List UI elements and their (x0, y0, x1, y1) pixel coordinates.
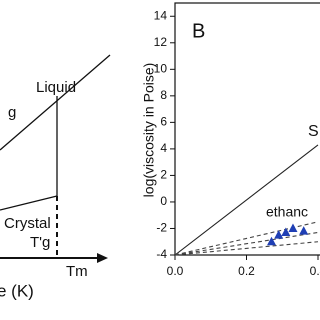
plot-frame (174, 2, 320, 256)
y-tick-label: -2 (156, 221, 167, 235)
series-line (174, 241, 319, 256)
tg-label: T'g (30, 234, 50, 251)
y-tick-label: 12 (154, 35, 168, 49)
liquid-line (0, 54, 111, 151)
y-tick-label: 14 (154, 8, 168, 22)
y-tick-label: 10 (154, 61, 168, 75)
y-tick-label: 0 (160, 194, 167, 208)
crystal-label: Crystal (4, 215, 51, 232)
y-tick-label: 2 (160, 168, 167, 182)
triangle-marker (288, 223, 298, 232)
y-tick-label: 4 (160, 141, 167, 155)
x-tick-label: 0.4 (310, 264, 320, 278)
liquid-label: Liquid (36, 79, 76, 96)
annotation: ethanc (266, 204, 308, 220)
glass-label: g (8, 104, 16, 121)
crystal-line (0, 195, 58, 211)
triangle-marker (281, 227, 291, 236)
series-line (174, 144, 319, 256)
x-axis-label: e (K) (0, 281, 34, 300)
x-tick-label: 0.2 (238, 264, 255, 278)
y-axis-label: log(viscosity in Poise) (141, 63, 157, 198)
x-tick-label: 0.0 (167, 264, 184, 278)
annotation: S (308, 123, 319, 140)
arrow-head (97, 253, 108, 263)
panel-label: B (192, 20, 205, 42)
y-tick-label: 6 (160, 115, 167, 129)
triangle-marker (299, 226, 309, 235)
triangle-marker (267, 236, 277, 246)
series-line (174, 231, 319, 256)
triangle-marker (274, 230, 284, 239)
y-tick-label: 8 (160, 88, 167, 102)
tm-label: Tm (66, 263, 88, 280)
y-tick-label: -4 (156, 247, 167, 261)
